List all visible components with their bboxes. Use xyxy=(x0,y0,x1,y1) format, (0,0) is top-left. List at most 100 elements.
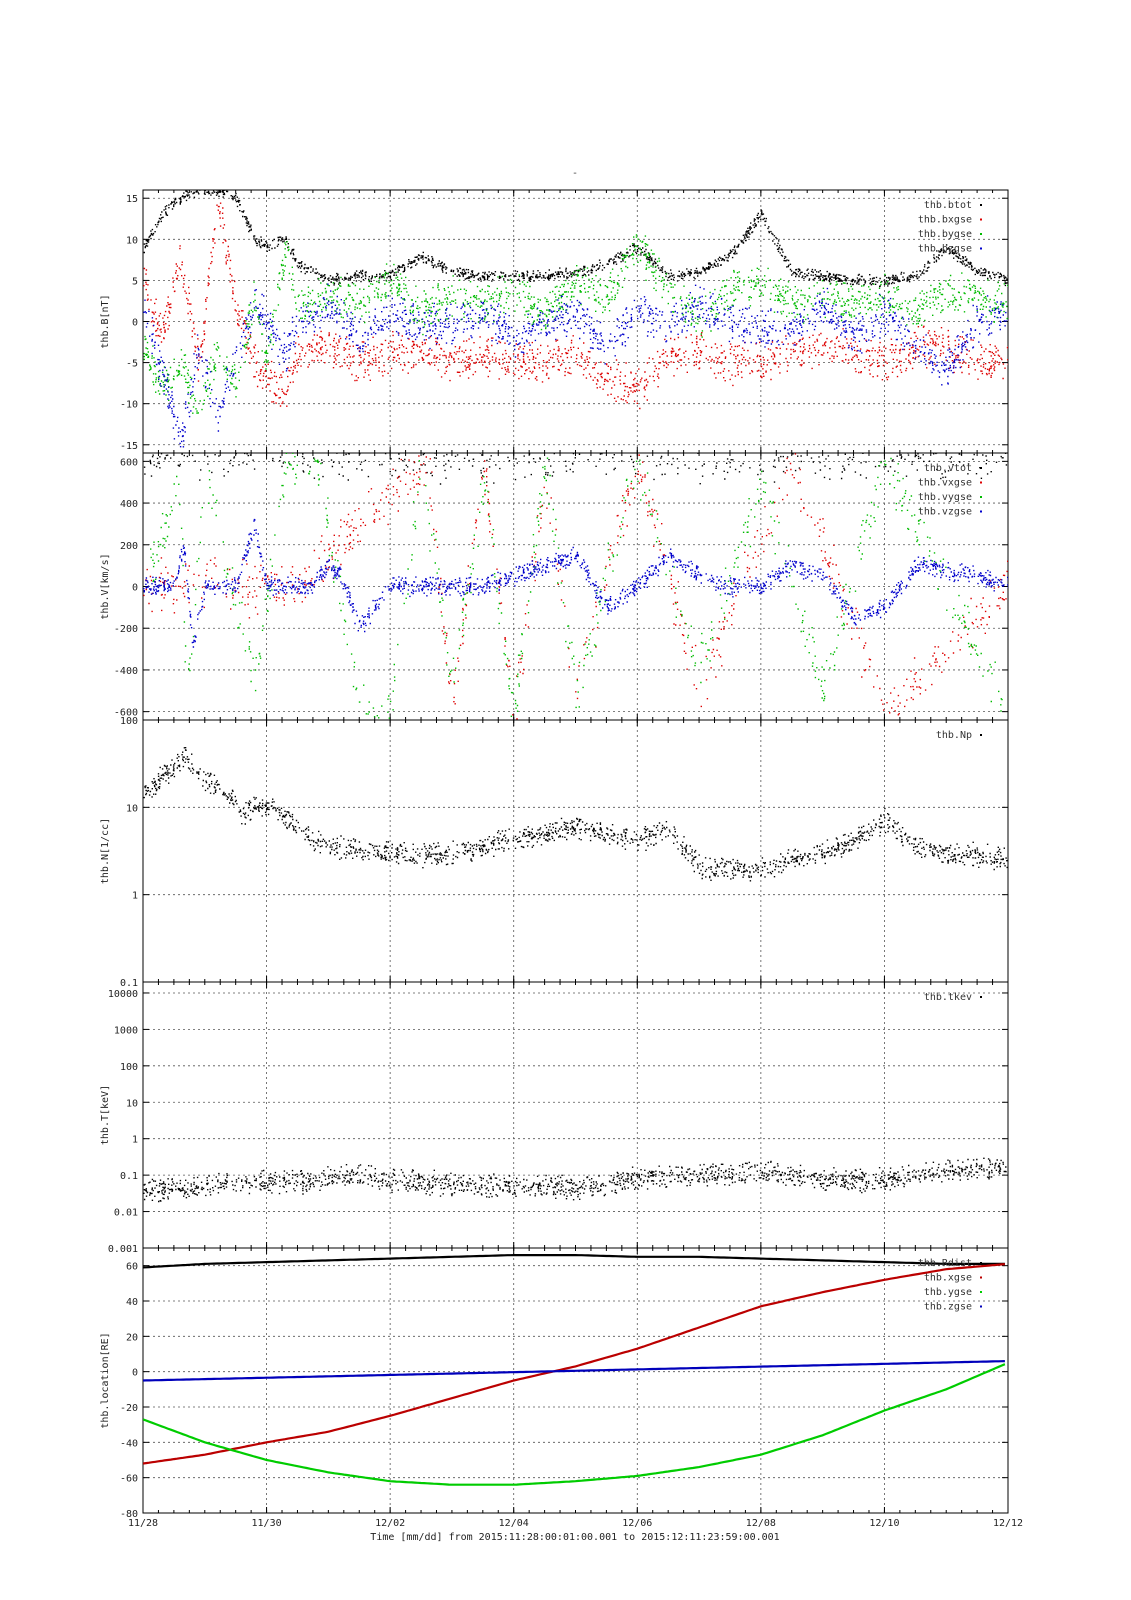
legend-marker xyxy=(980,1262,982,1264)
legend-entry-label: thb.vygse xyxy=(918,492,972,503)
y-tick-label: 200 xyxy=(120,541,138,552)
legend-entry-label: thb.vxgse xyxy=(918,478,972,489)
x-tick-label: 12/06 xyxy=(622,1518,652,1529)
series-thb-bxgse xyxy=(143,202,1008,410)
panel-frame xyxy=(142,719,1009,983)
panel-5: 60 40 20 0 -20 -40 -60 -80 thb.location[RE] thb.R… xyxy=(100,1247,1009,1520)
series-thb-zgse xyxy=(143,1360,1005,1382)
y-tick-label: -10 xyxy=(120,400,138,411)
x-tick-label: 11/28 xyxy=(128,1518,158,1529)
y-tick-label: 0.001 xyxy=(108,1244,138,1255)
series-thb-xgse xyxy=(143,1263,1005,1465)
y-tick-label: -600 xyxy=(114,708,138,719)
series-points xyxy=(143,518,1008,648)
legend-marker xyxy=(980,510,982,513)
y-tick-label: -5 xyxy=(126,359,138,370)
y-tick-label: 5 xyxy=(132,276,138,287)
panel-frame xyxy=(142,981,1009,1249)
panel-plot-area xyxy=(143,1157,1007,1203)
series-thb-btot xyxy=(143,190,1008,288)
legend-entry-label: thb.bzgse xyxy=(918,244,972,255)
legend-entry-label: thb.ygse xyxy=(924,1287,972,1298)
legend: thb.Np xyxy=(936,730,982,741)
panel-plot-area xyxy=(143,747,1008,882)
panel-plot-area xyxy=(143,1254,1006,1486)
y-tick-label: 100 xyxy=(120,1062,138,1073)
y-tick-label: 40 xyxy=(126,1297,138,1308)
series-points xyxy=(143,202,1008,410)
panel-4: 10000 1000 100 10 1 0.1 0.01 0.001 thb.T[keV] thb… xyxy=(100,981,1009,1255)
x-tick-label: 11/30 xyxy=(252,1518,282,1529)
legend-marker xyxy=(980,233,982,235)
series-thb-vzgse xyxy=(143,518,1008,648)
x-tick-label: 12/04 xyxy=(499,1518,529,1529)
panel-frame xyxy=(142,1247,1009,1514)
series-points xyxy=(143,1157,1007,1203)
y-tick-label: 0 xyxy=(132,1368,138,1379)
y-tick-label: 1 xyxy=(132,1135,138,1146)
series-thb-ygse xyxy=(143,1363,1006,1486)
y-tick-label: 0.01 xyxy=(114,1208,138,1219)
legend-entry-label: thb.vtot xyxy=(924,463,972,474)
legend-entry-label: thb.tkev xyxy=(924,992,972,1003)
series-points xyxy=(150,453,1008,720)
panel-plot-area xyxy=(143,453,1008,720)
time-axis-footer: Time [mm/dd] from 2015:11:28:00:01:00.00… xyxy=(370,1532,779,1543)
legend-entry-label: thb.vzgse xyxy=(918,507,972,518)
panel-plot-area xyxy=(143,190,1008,448)
y-tick-label: 0 xyxy=(132,318,138,329)
series-points xyxy=(143,453,1008,720)
y-tick-label: 100 xyxy=(120,716,138,727)
legend-entry-label: thb.xgse xyxy=(924,1273,972,1284)
series-thb-bygse xyxy=(143,234,1008,414)
panel-1: 15 10 5 0 -5 -10 -15 thb.B[nT] thb.btot thb.bxgse… xyxy=(100,189,1009,454)
y-tick-label: 15 xyxy=(126,194,138,205)
legend-entry-label: thb.Np xyxy=(936,730,972,741)
y-tick-label: 0.1 xyxy=(120,978,138,989)
series-thb-vygse xyxy=(150,453,1008,720)
series-thb-vxgse xyxy=(143,453,1008,720)
y-tick-label: -400 xyxy=(114,666,138,677)
legend-entry-label: thb.bygse xyxy=(918,229,972,240)
legend-entry-label: thb.bxgse xyxy=(918,215,972,226)
legend-marker xyxy=(980,204,982,206)
series-line xyxy=(143,1363,1006,1486)
y-tick-label: -20 xyxy=(120,1403,138,1414)
y-tick-label: 400 xyxy=(120,499,138,510)
legend-marker xyxy=(980,467,982,469)
legend: thb.vtot thb.vxgse thb.vygse thb.vzgse xyxy=(918,463,982,518)
legend-marker xyxy=(980,218,982,221)
legend-entry-label: thb.btot xyxy=(924,200,972,211)
figure-title: - xyxy=(572,168,578,179)
y-tick-label: -60 xyxy=(120,1474,138,1485)
series-points xyxy=(143,283,1008,448)
y-tick-label: -200 xyxy=(114,624,138,635)
series-thb-vtot xyxy=(143,453,1008,485)
y-axis-label: thb.V[km/s] xyxy=(100,553,111,619)
y-tick-label: 10 xyxy=(126,803,138,814)
y-tick-label: 0.1 xyxy=(120,1171,138,1182)
y-tick-label: 1 xyxy=(132,891,138,902)
y-tick-label: 1000 xyxy=(114,1025,138,1036)
y-tick-label: 20 xyxy=(126,1332,138,1343)
y-axis-label: thb.location[RE] xyxy=(100,1332,111,1428)
y-tick-label: -15 xyxy=(120,441,138,452)
series-thb-Rdist xyxy=(143,1254,1005,1269)
legend: thb.Rdist thb.xgse thb.ygse thb.zgse xyxy=(918,1258,982,1313)
legend-marker xyxy=(980,1291,982,1293)
y-tick-label: 600 xyxy=(120,457,138,468)
panel-2: 600 400 200 0 -200 -400 -600 thb.V[km/s] thb.vto… xyxy=(100,452,1009,721)
legend-entry-label: thb.zgse xyxy=(924,1302,972,1313)
legend-marker xyxy=(980,496,982,498)
panel-3: 100 10 1 0.1 thb.N[1/cc] thb.Np xyxy=(100,716,1009,989)
y-tick-label: 0 xyxy=(132,583,138,594)
legend-marker xyxy=(980,734,982,736)
y-tick-label: -40 xyxy=(120,1438,138,1449)
x-tick-label: 12/02 xyxy=(375,1518,405,1529)
series-thb-Np xyxy=(143,747,1008,882)
y-tick-label: -80 xyxy=(120,1509,138,1520)
series-line xyxy=(143,1263,1005,1465)
y-tick-label: 60 xyxy=(126,1262,138,1273)
x-tick-label: 12/08 xyxy=(746,1518,776,1529)
